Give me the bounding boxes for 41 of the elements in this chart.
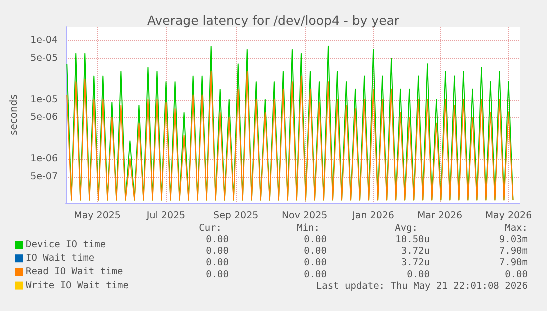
text: 0.00 xyxy=(304,269,328,280)
text: 0.00 xyxy=(505,269,528,280)
x-tick-label: Nov 2025 xyxy=(282,210,328,222)
y-tick-label: 5e-07 xyxy=(30,171,58,182)
y-tick-label: 5e-06 xyxy=(30,112,58,124)
legend-label: Read IO Wait time xyxy=(26,266,124,278)
text: Max: xyxy=(505,222,528,234)
text: 3.72u xyxy=(401,258,430,269)
text: 0.00 xyxy=(206,269,230,280)
text: 3.72u xyxy=(401,246,430,258)
text: 10.50u xyxy=(396,234,430,246)
text: Avg: xyxy=(395,222,418,234)
text: 0.00 xyxy=(407,269,430,280)
x-tick-label: Sep 2025 xyxy=(214,210,259,222)
y-tick-label: 1e-06 xyxy=(30,153,58,164)
text: 7.90m xyxy=(499,258,528,269)
text: 0.00 xyxy=(206,234,230,246)
text: 0.00 xyxy=(304,234,328,246)
legend-label: Write IO Wait time xyxy=(26,280,130,292)
text: 0.00 xyxy=(304,258,328,269)
y-tick-label: 5e-05 xyxy=(30,52,58,64)
x-tick-label: Jul 2025 xyxy=(146,210,186,222)
text: 9.03m xyxy=(499,234,528,246)
text: 0.00 xyxy=(206,258,230,269)
x-tick-label: Mar 2026 xyxy=(417,210,463,222)
x-tick-label: May 2026 xyxy=(485,210,532,222)
text: 7.90m xyxy=(499,246,528,258)
text: 0.00 xyxy=(304,246,328,258)
x-tick-label: Jan 2026 xyxy=(352,210,394,222)
line-series xyxy=(66,71,514,201)
y-tick-label: 1e-04 xyxy=(30,35,58,46)
text: Min: xyxy=(297,222,320,234)
legend-label: IO Wait time xyxy=(26,253,95,264)
y-tick-label: 1e-05 xyxy=(30,94,58,106)
text: 0.00 xyxy=(206,246,230,258)
x-tick-label: May 2025 xyxy=(74,210,121,222)
y-axis-title: seconds xyxy=(9,94,20,136)
chart-title: Average latency for /dev/loop4 - by year xyxy=(147,13,400,28)
text: Last update: Thu May 21 22:01:08 2026 xyxy=(316,280,528,292)
legend-label: Device IO time xyxy=(26,240,106,250)
text: Cur: xyxy=(199,222,222,234)
